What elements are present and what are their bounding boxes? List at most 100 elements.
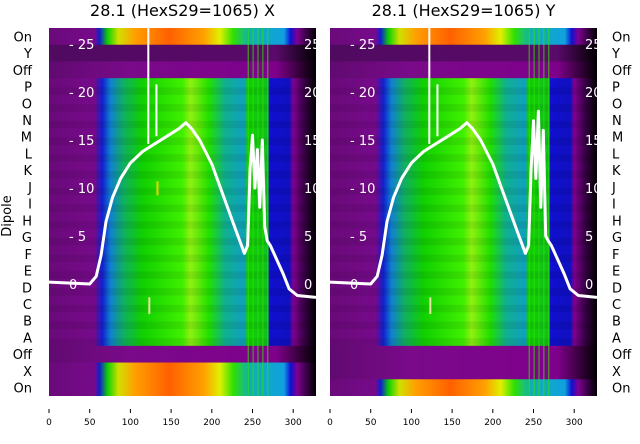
heatmap-row-x: [49, 362, 316, 380]
row-label: X: [612, 365, 621, 380]
x-tick-label: 50: [84, 418, 96, 428]
x-tick-label: 300: [566, 418, 583, 428]
row-shade: [330, 171, 597, 179]
row-label: Y: [611, 47, 620, 62]
heatmap-row-off: [330, 61, 597, 79]
heatmap-row-p: [49, 78, 316, 96]
row-label: On: [14, 30, 32, 45]
panel-title: 28.1 (HexS29=1065) Y: [372, 1, 556, 20]
row-label: L: [612, 147, 620, 162]
panel-title: 28.1 (HexS29=1065) X: [90, 1, 275, 20]
heatmap-row-a: [49, 329, 316, 347]
row-shade: [330, 221, 597, 229]
row-label: K: [23, 164, 32, 179]
heatmap-row-off: [49, 61, 316, 79]
inner-y-tick-label: 0: [350, 278, 358, 293]
row-shade: [49, 154, 316, 162]
row-shade: [330, 288, 597, 296]
heatmap-row-f: [49, 245, 316, 263]
row-label: L: [25, 147, 33, 162]
panel-x: 28.1 (HexS29=1065) X 0 0 - 5 5 - 10 10 - 15 15 - …: [13, 1, 321, 428]
row-shade: [49, 254, 316, 263]
row-label: B: [612, 315, 621, 330]
heatmap-row-n: [49, 111, 316, 129]
row-label: P: [24, 81, 32, 96]
inner-y-tick-label-right: 20: [304, 86, 321, 101]
row-shade: [49, 187, 316, 196]
heatmap-row-on: [49, 28, 316, 46]
marker: [156, 181, 159, 196]
inner-y-tick-label-right: 10: [304, 182, 321, 197]
heatmap-row-c: [49, 295, 316, 313]
heatmap-row-p: [330, 78, 597, 96]
row-label: N: [22, 114, 32, 129]
row-shade: [330, 237, 597, 246]
heatmap-row-off: [330, 345, 597, 364]
row-shade: [49, 87, 316, 95]
row-label: On: [612, 30, 630, 45]
row-shade: [49, 304, 316, 313]
heatmap-row-y: [49, 44, 316, 62]
row-shade: [330, 137, 597, 146]
row-label: H: [22, 214, 32, 229]
inner-y-tick-label-right: 20: [585, 86, 602, 101]
profile-line: [330, 109, 597, 299]
heatmap-row-l: [49, 145, 316, 163]
x-tick-label: 250: [244, 418, 261, 428]
row-label: P: [612, 81, 620, 96]
heatmap-row-f: [330, 245, 597, 263]
row-shade: [49, 104, 316, 112]
row-label: G: [22, 231, 32, 246]
inner-y-tick-label: - 20: [69, 86, 94, 101]
marker: [429, 297, 432, 315]
row-label: E: [612, 265, 620, 280]
row-label: F: [612, 248, 619, 263]
heatmap-row-m: [330, 128, 597, 146]
heatmap-row-d: [330, 278, 597, 297]
row-label: M: [612, 131, 623, 146]
row-label: E: [24, 265, 32, 280]
row-label: Off: [612, 348, 632, 363]
inner-y-tick-label-right: 5: [304, 230, 312, 245]
row-shade: [330, 338, 597, 346]
inner-y-tick-label: 0: [69, 278, 77, 293]
row-shade: [49, 338, 316, 346]
streak: [538, 28, 540, 396]
heatmap: 0 0 - 5 5 - 10 10 - 15 15 - 20 20 - 25 25: [49, 28, 321, 396]
row-shade: [49, 171, 316, 179]
inner-y-tick-label: - 10: [350, 182, 375, 197]
marker: [148, 297, 151, 315]
row-label: I: [28, 198, 32, 213]
inner-y-tick-label: - 25: [69, 38, 94, 53]
heatmap-row-x: [330, 362, 597, 380]
row-shade: [49, 137, 316, 146]
streak: [548, 28, 550, 396]
row-label: G: [612, 231, 622, 246]
row-shade: [330, 154, 597, 162]
x-tick-label: 200: [203, 418, 220, 428]
inner-y-tick-label-right: 0: [585, 278, 593, 293]
row-label: D: [22, 281, 32, 296]
inner-y-tick-label: - 15: [69, 134, 94, 149]
row-shade: [49, 288, 316, 296]
x-tick-label: 0: [327, 418, 333, 428]
row-shade: [330, 104, 597, 112]
heatmap-row-on: [330, 28, 597, 46]
row-shade: [330, 187, 597, 196]
row-shade: [49, 237, 316, 246]
row-shade: [330, 271, 597, 279]
heatmap-row-o: [330, 94, 597, 113]
row-label: A: [23, 331, 32, 346]
row-shade: [49, 204, 316, 212]
heatmap-row-o: [49, 94, 316, 113]
row-shade: [49, 321, 316, 330]
heatmap-row-a: [330, 329, 597, 347]
row-label: O: [22, 97, 32, 112]
row-label: F: [25, 248, 32, 263]
row-label: Off: [13, 348, 33, 363]
heatmap-row-c: [330, 295, 597, 313]
row-shade: [49, 221, 316, 229]
y-axis-label: Dipole: [0, 195, 15, 236]
inner-y-tick-label: - 15: [350, 134, 375, 149]
